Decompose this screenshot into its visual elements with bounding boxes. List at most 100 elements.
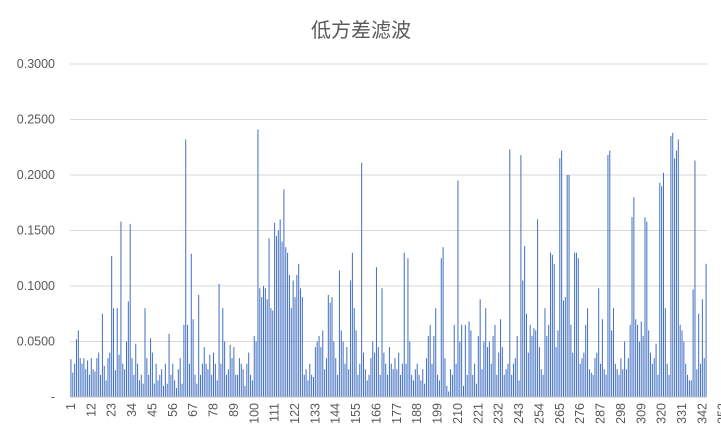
- bar: [559, 158, 561, 397]
- bar: [588, 369, 590, 397]
- x-tick-label: 122: [288, 403, 302, 424]
- bar: [331, 297, 333, 397]
- bar: [222, 308, 224, 397]
- bar: [524, 246, 526, 397]
- x-axis-labels: 1 12 23 34 45 56 67 78 89 100 111 122 133 144 155 166 17…: [64, 403, 721, 424]
- bar: [209, 354, 211, 397]
- bar: [246, 363, 248, 397]
- bar: [603, 369, 605, 397]
- bar: [444, 358, 446, 397]
- bar: [461, 324, 463, 397]
- bar: [353, 308, 355, 397]
- bar: [505, 369, 507, 397]
- bar: [138, 380, 140, 397]
- bar: [492, 335, 494, 397]
- bar: [244, 385, 246, 397]
- bar: [370, 358, 372, 397]
- bar: [309, 363, 311, 397]
- y-tick-label: 0.3000: [17, 57, 55, 71]
- bar: [261, 297, 263, 397]
- bar: [496, 374, 498, 397]
- bar: [190, 253, 192, 397]
- bar: [220, 363, 222, 397]
- bar: [631, 217, 633, 397]
- bar: [107, 358, 109, 397]
- bar: [394, 358, 396, 397]
- bar: [474, 363, 476, 397]
- bar: [96, 358, 98, 397]
- x-tick-label: 89: [227, 403, 241, 417]
- bar: [237, 374, 239, 397]
- bar: [101, 313, 103, 397]
- bar: [125, 341, 127, 397]
- gridlines: [70, 63, 707, 342]
- bar: [659, 182, 661, 397]
- bar: [640, 321, 642, 397]
- y-tick-label: 0.2000: [17, 168, 55, 182]
- bar: [207, 369, 209, 397]
- bar: [459, 341, 461, 397]
- x-tick-label: 188: [410, 403, 424, 424]
- bar: [314, 347, 316, 397]
- bar: [572, 352, 574, 397]
- bar: [183, 324, 185, 397]
- bar: [133, 374, 135, 397]
- bar: [113, 308, 115, 397]
- x-tick-label: 23: [105, 403, 119, 417]
- bar: [648, 330, 650, 397]
- bar: [494, 324, 496, 397]
- bar: [479, 299, 481, 397]
- bar: [396, 369, 398, 397]
- bar: [507, 363, 509, 397]
- bar: [516, 335, 518, 397]
- bar: [275, 236, 277, 397]
- bar: [509, 149, 511, 397]
- bar: [196, 383, 198, 397]
- bar: [475, 383, 477, 397]
- bar: [540, 369, 542, 397]
- bar: [570, 324, 572, 397]
- y-axis-labels: - 0.0500 0.1000 0.1500 0.2000 0.2500 0.3000: [17, 57, 55, 404]
- bar: [192, 319, 194, 397]
- bar: [525, 313, 527, 397]
- bar: [535, 330, 537, 397]
- bar: [431, 363, 433, 397]
- bar: [301, 297, 303, 397]
- bar: [538, 347, 540, 397]
- bar: [144, 308, 146, 397]
- bar: [303, 374, 305, 397]
- bar: [287, 252, 289, 397]
- bar: [374, 352, 376, 397]
- bar: [213, 352, 215, 397]
- bar: [655, 343, 657, 397]
- bar: [129, 223, 131, 397]
- x-tick-label: 78: [207, 403, 221, 417]
- bar: [616, 369, 618, 397]
- bar: [381, 288, 383, 397]
- bar: [635, 319, 637, 397]
- bar: [277, 230, 279, 397]
- bar: [255, 341, 257, 397]
- bar: [205, 363, 207, 397]
- bar: [322, 330, 324, 397]
- y-tick-label: 0.1500: [17, 224, 55, 238]
- bar: [320, 347, 322, 397]
- bar: [105, 380, 107, 397]
- bar: [70, 359, 72, 397]
- bar: [250, 374, 252, 397]
- bar: [148, 374, 150, 397]
- bar: [600, 363, 602, 397]
- bar: [283, 189, 285, 397]
- bar: [379, 374, 381, 397]
- x-tick-label: 353: [716, 403, 721, 424]
- bar: [329, 302, 331, 397]
- x-tick-label: 265: [553, 403, 567, 424]
- bar: [498, 352, 500, 397]
- bar: [194, 374, 196, 397]
- bar: [340, 330, 342, 397]
- bar: [81, 363, 83, 397]
- bar: [607, 155, 609, 397]
- bar: [324, 369, 326, 397]
- bar: [77, 330, 79, 397]
- bar: [118, 354, 120, 397]
